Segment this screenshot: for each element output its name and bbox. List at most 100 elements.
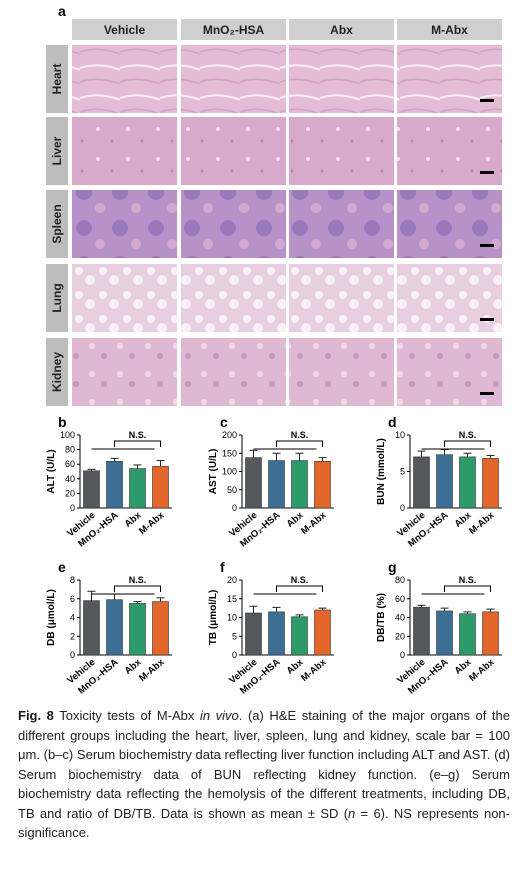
- histology-image: [72, 338, 177, 406]
- scale-bar: [480, 318, 494, 321]
- y-tick-label: 0: [400, 503, 405, 513]
- bar: [106, 599, 123, 656]
- histology-image: [181, 264, 286, 332]
- y-axis-label: DB (μmol/L): [46, 589, 57, 646]
- caption-label: Fig. 8: [18, 708, 54, 723]
- y-tick-label: 0: [70, 503, 75, 513]
- histology-image: [289, 117, 394, 185]
- annotation: N.S.: [291, 430, 309, 440]
- bar: [83, 600, 100, 656]
- bar: [291, 460, 308, 509]
- row-label-box: [46, 117, 68, 185]
- y-tick-label: 10: [227, 613, 237, 623]
- significance-bracket: [114, 440, 161, 447]
- histology-image: [181, 190, 286, 258]
- y-tick-label: 8: [70, 575, 75, 585]
- bar: [291, 616, 308, 656]
- histology-image: [289, 45, 394, 113]
- bar: [83, 470, 100, 509]
- significance-bracket: [444, 440, 491, 447]
- panel-letter: f: [220, 559, 225, 575]
- bar: [268, 460, 285, 509]
- panel-letter: d: [388, 414, 397, 430]
- row-label: Liver: [50, 136, 64, 165]
- column-header-box: [289, 19, 394, 40]
- y-axis-label: AST (U/L): [208, 449, 219, 495]
- x-tick-label: M-Abx: [299, 509, 329, 537]
- row-label-box: [46, 338, 68, 406]
- y-tick-label: 20: [65, 488, 75, 498]
- histology-image: [397, 45, 502, 113]
- panel-letter: g: [388, 559, 397, 575]
- histology-image: [397, 338, 502, 406]
- bar: [314, 460, 331, 509]
- row-label-box: [46, 264, 68, 332]
- histology-image: [72, 190, 177, 258]
- bar: [413, 606, 430, 656]
- panel-letter: b: [58, 414, 67, 430]
- row-label-box: [46, 190, 68, 258]
- figure: a Vehicle MnO₂-HSA Abx M-Abx Heart Liver Spleen…: [46, 3, 502, 697]
- y-tick-label: 6: [70, 594, 75, 604]
- bar: [245, 457, 262, 509]
- y-tick-label: 15: [227, 594, 237, 604]
- scale-bar: [480, 99, 494, 102]
- histology-image: [289, 338, 394, 406]
- caption-text: . (a) H&E staining of the major organs o…: [18, 708, 510, 821]
- row-label-box: [46, 45, 68, 113]
- x-tick-label: M-Abx: [299, 656, 329, 684]
- caption-text: = 6). NS represents non-significance.: [18, 805, 510, 841]
- x-tick-label: M-Abx: [467, 656, 497, 684]
- y-tick-label: 20: [395, 631, 405, 641]
- bar: [245, 612, 262, 656]
- histology-image: [289, 264, 394, 332]
- histology-image: [181, 338, 286, 406]
- column-header-box: [181, 19, 286, 40]
- panel-letter: e: [58, 559, 66, 575]
- y-tick-label: 5: [400, 467, 405, 477]
- bar: [459, 613, 476, 656]
- y-axis-label: TB (μmol/L): [208, 590, 219, 646]
- bar: [106, 460, 123, 509]
- histology-image: [72, 117, 177, 185]
- row-label: Heart: [50, 64, 64, 95]
- y-tick-label: 50: [227, 485, 237, 495]
- row-label: Spleen: [50, 204, 64, 243]
- y-tick-label: 200: [222, 430, 237, 440]
- y-tick-label: 20: [227, 575, 237, 585]
- bar: [129, 603, 146, 656]
- annotation: N.S.: [459, 430, 477, 440]
- bar: [436, 454, 453, 509]
- column-header: Abx: [330, 23, 353, 37]
- bar: [152, 601, 169, 656]
- caption-text: n: [348, 805, 356, 821]
- y-tick-label: 40: [65, 474, 75, 484]
- y-axis-label: BUN (mmol/L): [376, 438, 387, 505]
- caption: Fig. 8 Toxicity tests of M-Abx in vivo. …: [18, 706, 510, 843]
- significance-bracket: [444, 585, 491, 592]
- caption-text: in vivo: [199, 708, 239, 723]
- y-tick-label: 4: [70, 613, 75, 623]
- histology-image: [181, 117, 286, 185]
- bar: [413, 456, 430, 509]
- caption-text: Toxicity tests of M-Abx: [53, 708, 200, 723]
- y-tick-label: 60: [65, 459, 75, 469]
- column-header-box: [397, 19, 502, 40]
- scale-bar: [480, 171, 494, 174]
- histology-image: [72, 45, 177, 113]
- bar: [268, 611, 285, 656]
- annotation: N.S.: [129, 575, 147, 585]
- scale-bar: [480, 392, 494, 395]
- y-axis-label: ALT (U/L): [46, 449, 57, 493]
- y-tick-label: 0: [70, 650, 75, 660]
- bar: [152, 466, 169, 509]
- histology-image: [397, 117, 502, 185]
- y-tick-label: 100: [60, 430, 75, 440]
- x-tick-label: M-Abx: [467, 509, 497, 537]
- column-header-box: [72, 19, 177, 40]
- histology-image: [72, 264, 177, 332]
- bar: [459, 456, 476, 509]
- significance-bracket: [276, 440, 323, 447]
- bar: [482, 458, 499, 509]
- y-tick-label: 0: [400, 650, 405, 660]
